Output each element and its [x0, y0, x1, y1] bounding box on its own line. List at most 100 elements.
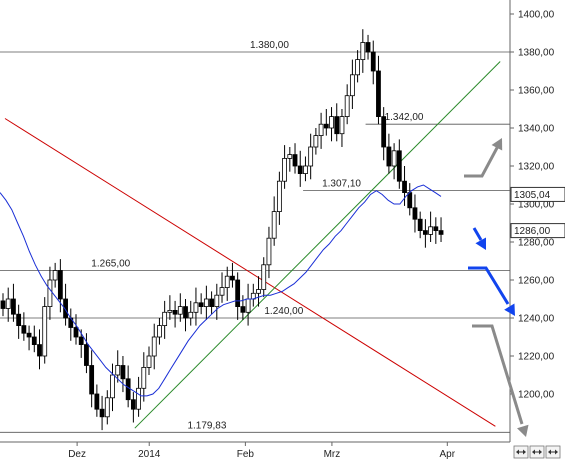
candle	[303, 165, 308, 174]
candle	[193, 302, 199, 313]
candle	[230, 275, 235, 281]
candle	[261, 264, 267, 290]
candle	[37, 344, 42, 357]
candle	[84, 344, 89, 366]
candle	[52, 270, 58, 281]
zoom-in-icon-right-tip	[523, 449, 526, 455]
candle	[136, 387, 141, 410]
zoom-out-icon-left-tip	[532, 449, 535, 455]
reset-icon-left-tip	[548, 449, 551, 455]
candle	[16, 313, 22, 327]
y-tick-label: 1320,00	[518, 162, 555, 173]
level-label: 1.307,10	[322, 179, 361, 190]
y-tick-label: 1240,00	[518, 314, 555, 325]
y-axis: 1200,00 1220,00 1240,00 1260,00 1280,00 1300,…	[510, 10, 565, 401]
arrow-head	[475, 237, 486, 250]
candle	[334, 116, 340, 135]
candle	[125, 378, 131, 401]
arrow-shaft	[472, 227, 483, 241]
candle	[282, 157, 287, 182]
candle	[266, 237, 272, 266]
candle	[63, 298, 68, 319]
candle	[73, 327, 79, 338]
candle	[198, 302, 204, 307]
blue-small-down-arrow	[472, 227, 486, 250]
candle	[313, 135, 319, 148]
price-box-label: 1286,00	[514, 226, 551, 237]
candle	[0, 300, 6, 309]
arrow-head	[517, 424, 529, 437]
candle	[151, 336, 157, 357]
arrow-shaft	[472, 324, 524, 425]
candle	[177, 306, 183, 315]
candle	[172, 309, 178, 315]
candle	[271, 211, 277, 239]
candle	[417, 218, 423, 231]
candle	[214, 294, 220, 308]
y-tick-label: 1340,00	[518, 124, 555, 135]
zoom-out-icon-right-tip	[539, 449, 542, 455]
reset-icon[interactable]	[545, 445, 561, 459]
candle	[21, 325, 27, 334]
x-tick-label: Apr	[440, 449, 456, 460]
zoom-in-icon[interactable]	[513, 445, 529, 459]
trendline	[4, 118, 496, 427]
arrow-shaft	[468, 266, 510, 305]
level-label: 1.265,00	[91, 259, 130, 270]
candle	[110, 374, 115, 399]
candle	[162, 311, 168, 326]
candle	[99, 408, 105, 418]
candle	[42, 306, 48, 357]
candle	[183, 306, 188, 319]
candle	[256, 289, 261, 294]
candle	[115, 365, 121, 376]
candle	[188, 311, 194, 319]
candle	[339, 116, 345, 135]
last-price-badge: 1286,00	[510, 223, 565, 239]
reset-icon-right-tip	[555, 449, 558, 455]
candle	[94, 393, 100, 410]
candle	[402, 180, 407, 193]
candle	[276, 180, 282, 212]
gray-up-arrow	[464, 138, 503, 178]
level-label: 1.380,00	[250, 40, 289, 51]
candle	[308, 146, 314, 167]
candle	[78, 336, 84, 345]
candle	[376, 70, 381, 117]
arrow-head	[491, 138, 503, 151]
x-tick-label: Feb	[237, 449, 255, 460]
candle	[141, 366, 147, 389]
current-price-badge: 1305,04	[510, 186, 565, 202]
y-tick-label: 1260,00	[518, 276, 555, 287]
candle	[391, 150, 397, 167]
x-tick-label: Mrz	[324, 449, 341, 460]
arrow-shaft	[464, 145, 500, 178]
candle	[365, 42, 371, 53]
candle	[245, 298, 251, 313]
price-box-frame	[510, 223, 565, 239]
y-tick-label: 1200,00	[518, 390, 555, 401]
candle	[407, 192, 413, 209]
candle	[360, 42, 366, 61]
candle	[89, 365, 95, 395]
candle	[224, 275, 230, 289]
level-label: 1.179,83	[187, 420, 226, 431]
candle	[11, 298, 16, 315]
candle	[120, 365, 126, 380]
zoom-out-icon[interactable]	[529, 445, 545, 459]
candle	[146, 355, 152, 368]
y-tick-label: 1280,00	[518, 238, 555, 249]
zoom-in-icon-left-tip	[516, 449, 519, 455]
candle	[355, 59, 361, 76]
level-label: 1.342,00	[385, 112, 424, 123]
x-axis: Dez 2014 Feb Mrz Apr	[68, 442, 456, 460]
gray-long-down-arrow	[472, 324, 529, 437]
y-tick-label: 1300,00	[518, 200, 555, 211]
candle	[370, 51, 376, 72]
candle	[219, 287, 225, 296]
candle	[31, 336, 37, 345]
candle	[422, 230, 428, 235]
